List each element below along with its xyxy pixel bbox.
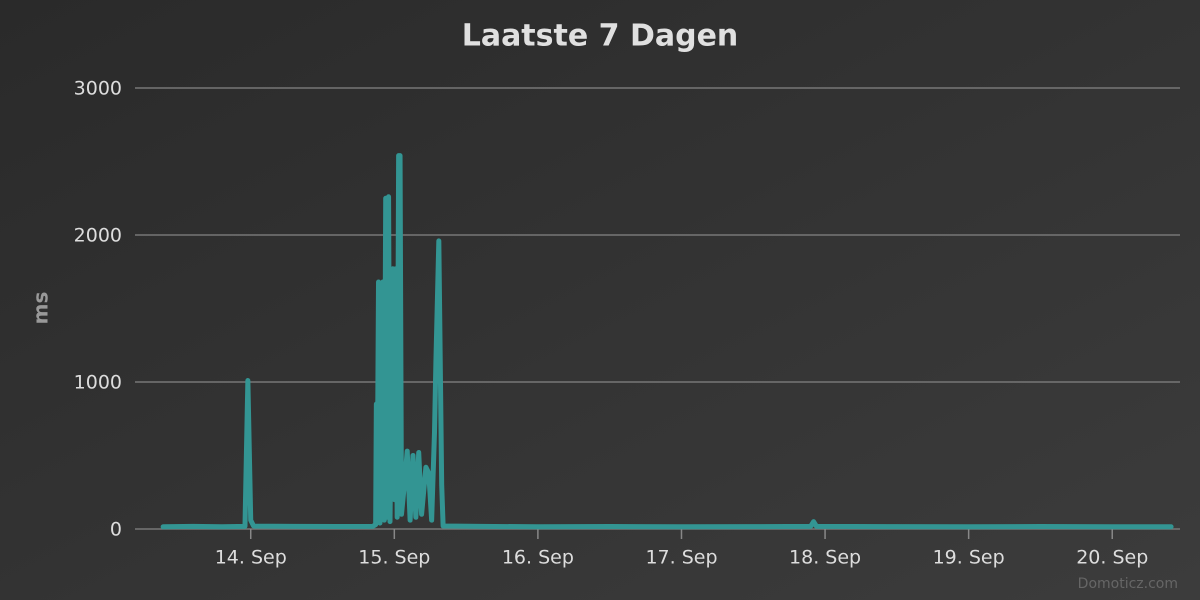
x-tick-label: 17. Sep — [645, 547, 717, 569]
chart-title: Laatste 7 Dagen — [462, 19, 739, 54]
x-tick-label: 19. Sep — [933, 547, 1005, 569]
y-tick-label: 2000 — [74, 225, 122, 247]
data-line — [160, 153, 1174, 530]
x-tick-label: 18. Sep — [789, 547, 861, 569]
x-tick-label: 16. Sep — [502, 547, 574, 569]
x-tick-label: 20. Sep — [1076, 547, 1148, 569]
x-tick-label: 14. Sep — [215, 547, 287, 569]
y-tick-label: 0 — [110, 519, 122, 541]
y-axis-title: ms — [29, 292, 53, 325]
y-tick-label: 1000 — [74, 372, 122, 394]
x-tick-label: 15. Sep — [358, 547, 430, 569]
y-tick-label: 3000 — [74, 78, 122, 100]
credits: Domoticz.com — [1078, 576, 1178, 592]
